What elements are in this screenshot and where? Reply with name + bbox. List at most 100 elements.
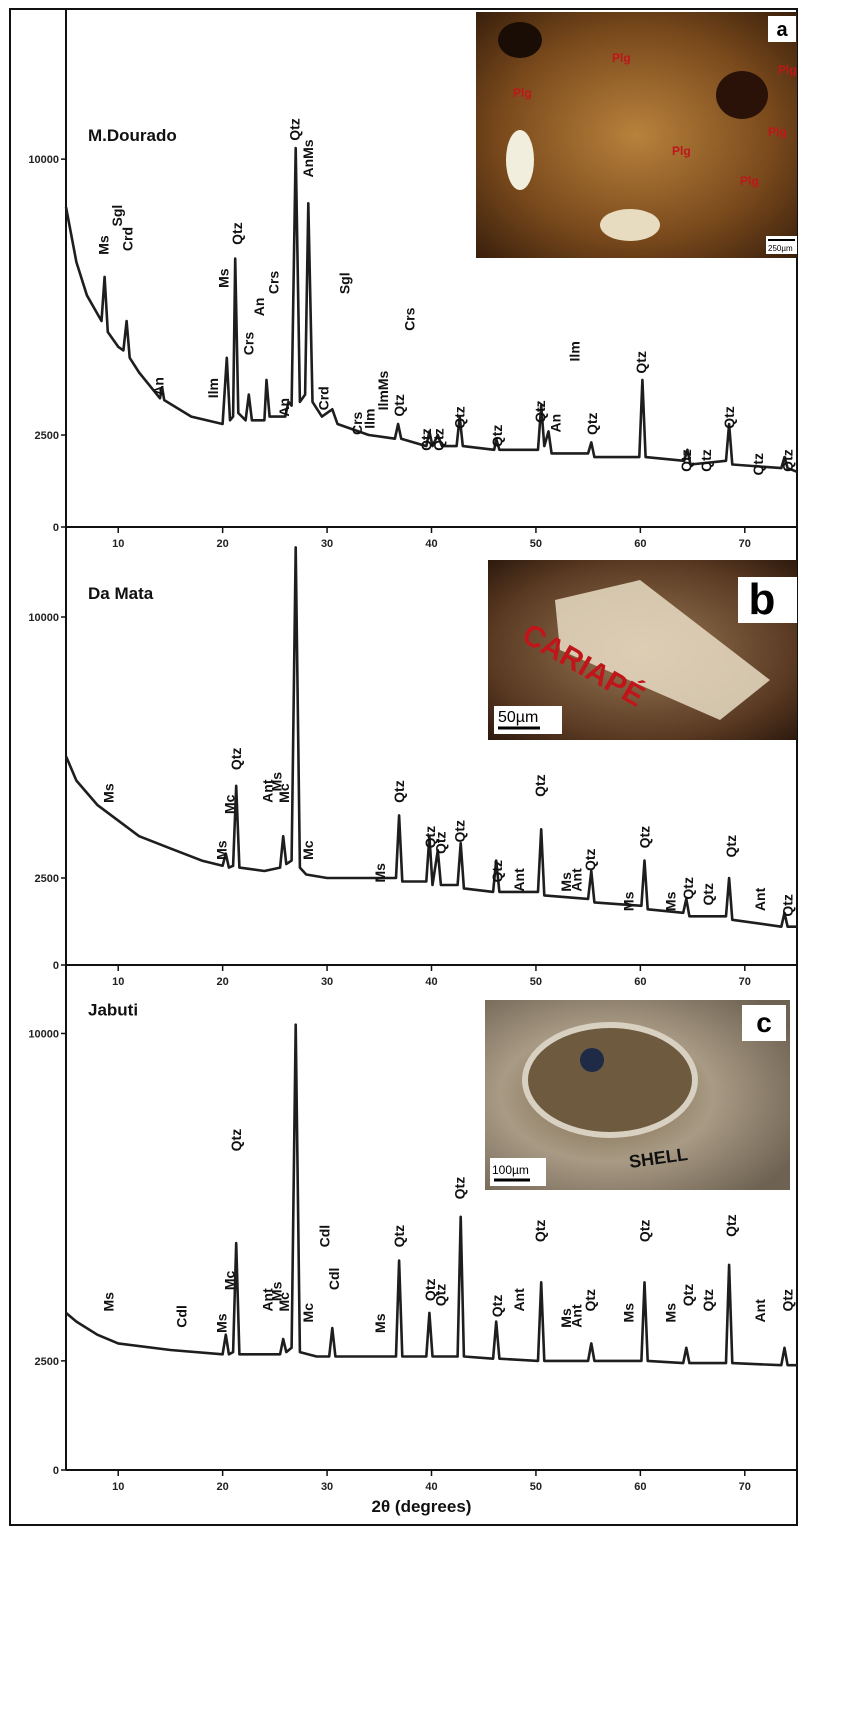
figure: 0 2500 10000 10 20 30 40 50 60 70 M.Dourado Ms Sgl Cr… [0,0,868,1711]
peak-label: An [276,398,292,417]
x-tick-label: 60 [634,976,646,988]
peak-label: Qtz [532,774,548,797]
scale-label: 250µm [768,244,793,253]
inset-a: a Plg Plg Plg Plg Plg Plg 250µm [476,12,797,258]
peak-label: Qtz [228,748,244,771]
peak-label: Cdl [326,1268,342,1291]
x-tick-label: 40 [425,1481,437,1493]
y-tick-label: 0 [53,1465,59,1477]
peak-label: Mc [276,783,292,803]
x-tick-label: 70 [739,976,751,988]
x-tick-label: 30 [321,538,333,550]
mineral-label: Plg [778,63,797,77]
y-tick-label: 10000 [28,612,59,624]
peak-label: Qtz [779,1289,795,1312]
photo-detail [580,1048,604,1072]
peak-label: An [151,377,167,396]
peak-label: Qtz [636,1220,652,1243]
peak-label: Qtz [451,406,467,429]
peak-label: An [251,298,267,317]
peak-label: Ms [101,1292,117,1312]
peak-label: Qtz [451,1177,467,1200]
peak-label: Qtz [700,1289,716,1312]
peak-label: Ilm [205,378,221,398]
peak-label: Sgl [337,272,353,294]
peak-label: Qtz [723,1214,739,1237]
peak-label: Qtz [723,835,739,858]
peak-label: Qtz [489,1295,505,1318]
scale-label: 50µm [498,709,538,726]
peak-label: Qtz [680,877,696,900]
mineral-label: Plg [513,86,532,100]
peak-label: Ms [101,783,117,803]
peak-label: Qtz [228,1129,244,1152]
peak-label: Qtz [391,1225,407,1248]
peak-label: Ms [621,891,637,911]
x-tick-label: 10 [112,976,124,988]
peak-label: Qtz [633,351,649,374]
y-tick-label: 0 [53,522,59,534]
peak-label: Ms [662,891,678,911]
photo-detail [506,130,534,190]
x-tick-label: 30 [321,1481,333,1493]
x-tick-label: 70 [739,1481,751,1493]
y-tick-label: 2500 [35,430,59,442]
x-tick-label: 20 [217,1481,229,1493]
peak-label: Ms [372,863,388,883]
x-tick-label: 40 [425,538,437,550]
panel-title: Da Mata [88,584,154,603]
peak-label: Qtz [779,894,795,917]
peak-label: Mc [222,794,238,814]
y-tick-label: 2500 [35,1356,59,1368]
x-tick-label: 10 [112,1481,124,1493]
peak-label: Qtz [489,425,505,448]
inset-c: c SHELL 100µm [485,1000,790,1190]
mineral-label: Plg [768,125,787,139]
x-axis-label: 2θ (degrees) [372,1497,472,1516]
peak-label: Ms [213,1313,229,1333]
peak-label: Qtz [750,453,766,476]
x-tick-label: 40 [425,976,437,988]
peak-label: Qtz [532,400,548,423]
peak-label: Crd [316,386,332,410]
mineral-label: Plg [740,174,759,188]
y-tick-label: 10000 [28,1028,59,1040]
photo-detail [716,71,768,119]
peak-label: Qtz [698,449,714,472]
peak-label: Crs [266,271,282,295]
peak-label: Qtz [433,1284,449,1307]
peak-label: Mc [276,1292,292,1312]
x-tick-label: 20 [217,538,229,550]
peak-label: Qtz [451,820,467,843]
peak-label: Mc [222,1270,238,1290]
peak-label: Ilm [362,409,378,429]
peak-label: Qtz [286,118,302,141]
peak-label: Qtz [678,449,694,472]
photo-detail [600,209,660,241]
peak-label: Ant [511,868,527,892]
x-tick-label: 50 [530,1481,542,1493]
x-tick-label: 10 [112,538,124,550]
peak-label: Qtz [433,831,449,854]
scale-label: 100µm [492,1163,529,1177]
peak-label: Qtz [636,826,652,849]
inset-letter: c [756,1007,772,1038]
x-tick-label: 60 [634,1481,646,1493]
peak-label: Ms [372,1313,388,1333]
peak-label: Qtz [779,449,795,472]
peak-label: Cdl [317,1225,333,1248]
photo-detail [525,1025,695,1135]
x-tick-label: 60 [634,538,646,550]
x-tick-label: 50 [530,538,542,550]
peak-label: Sgl [109,205,125,227]
peak-label: AnMs [300,139,316,177]
peak-label: Qtz [391,780,407,803]
x-tick-label: 20 [217,976,229,988]
panel-title: M.Dourado [88,126,177,145]
peak-label: Mc [300,1303,316,1323]
peak-label: Ilm [566,341,582,361]
peak-label: Mc [300,840,316,860]
peak-label: Qtz [582,848,598,871]
panel-title: Jabuti [88,1000,138,1019]
photo-detail [498,22,542,58]
